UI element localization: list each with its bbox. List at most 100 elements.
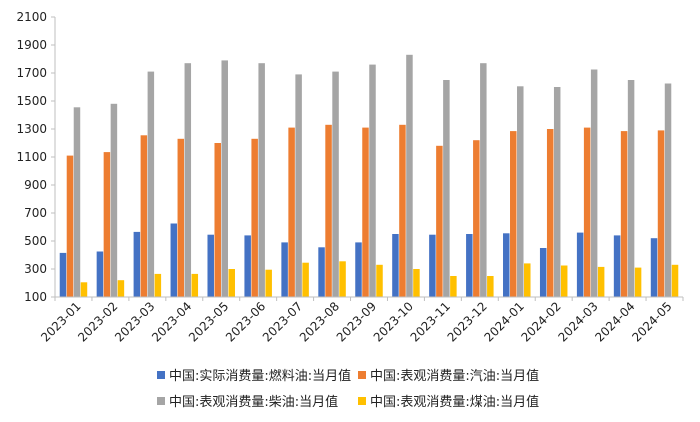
- y-tick-label: 500: [24, 234, 47, 248]
- bar-3: [443, 80, 450, 297]
- x-tick-label: 2024-04: [592, 299, 637, 344]
- bar-3: [295, 74, 302, 298]
- y-tick-label: 1300: [16, 122, 47, 136]
- bar-4: [265, 269, 272, 297]
- bar-2: [325, 124, 332, 297]
- bar-4: [671, 264, 679, 297]
- bar-2: [657, 130, 665, 297]
- bar-2: [140, 135, 148, 297]
- bar-2: [66, 155, 74, 297]
- legend-swatch: [157, 371, 165, 379]
- bar-3: [110, 103, 118, 297]
- bar-4: [117, 280, 125, 297]
- bar-2: [177, 138, 185, 297]
- bar-3: [590, 69, 598, 297]
- bar-1: [96, 251, 104, 297]
- legend-swatch: [358, 397, 366, 405]
- y-axis: 100 300 500 700 900 1100 1300 1500 1700 1900 2100: [16, 10, 56, 304]
- bar-3: [221, 60, 228, 298]
- y-tick-label: 1500: [16, 94, 47, 108]
- bar-1: [539, 248, 547, 297]
- bar-1: [244, 235, 251, 297]
- y-tick-label: 100: [24, 290, 47, 304]
- bar-4: [524, 263, 531, 297]
- x-tick-label: 2024-05: [629, 299, 674, 344]
- bar-4: [339, 261, 346, 297]
- bar-1: [355, 242, 362, 297]
- x-tick-label: 2024-02: [518, 299, 563, 344]
- bar-2: [251, 138, 258, 297]
- legend-label: 中国:表观消费量:汽油:当月值: [370, 368, 539, 384]
- bar-2: [583, 127, 591, 297]
- bar-1: [576, 232, 584, 297]
- bar-2: [103, 152, 111, 297]
- x-tick-label: 2024-01: [482, 299, 527, 344]
- bar-1: [170, 223, 178, 297]
- x-tick-label: 2023-03: [112, 299, 157, 344]
- bar-4: [80, 282, 88, 297]
- legend-label: 中国:表观消费量:柴油:当月值: [169, 394, 338, 410]
- bar-3: [73, 107, 81, 297]
- y-tick-label: 300: [24, 262, 47, 276]
- bar-4: [413, 269, 420, 297]
- bar-1: [466, 234, 473, 297]
- bar-2: [214, 143, 221, 297]
- bar-1: [318, 247, 325, 297]
- bar-4: [228, 269, 235, 297]
- legend: 中国:实际消费量:燃料油:当月值 中国:表观消费量:汽油:当月值中国:表观消费量:…: [157, 368, 539, 410]
- bar-2: [620, 131, 628, 297]
- x-tick-label: 2023-06: [223, 299, 268, 344]
- bar-4: [302, 262, 309, 297]
- x-tick-label: 2023-05: [186, 299, 231, 344]
- bar-3: [627, 80, 635, 297]
- bar-4: [376, 264, 383, 297]
- bar-3: [553, 87, 561, 297]
- bar-1: [133, 231, 141, 297]
- bar-1: [650, 238, 658, 297]
- x-tick-label: 2024-03: [555, 299, 600, 344]
- bars: [59, 54, 679, 298]
- bar-1: [429, 234, 436, 297]
- bar-4: [487, 276, 494, 297]
- y-tick-label: 1700: [16, 66, 47, 80]
- bar-2: [362, 127, 369, 297]
- bar-2: [473, 140, 480, 297]
- x-axis: 2023-012023-022023-032023-042023-052023-…: [38, 296, 684, 345]
- bar-1: [392, 234, 399, 297]
- bar-3: [147, 71, 155, 297]
- x-tick-label: 2023-08: [297, 299, 342, 344]
- legend-label: 中国:表观消费量:煤油:当月值: [370, 394, 539, 410]
- y-tick-label: 1900: [16, 38, 47, 52]
- bar-4: [191, 273, 199, 297]
- bar-2: [288, 127, 295, 297]
- bar-4: [450, 276, 457, 297]
- bar-2: [399, 124, 406, 297]
- bar-3: [480, 63, 487, 298]
- bar-3: [258, 63, 265, 298]
- y-tick-label: 2100: [16, 10, 47, 24]
- bar-3: [184, 63, 192, 298]
- y-tick-label: 1100: [16, 150, 47, 164]
- x-tick-label: 2023-11: [408, 299, 453, 344]
- bar-2: [436, 145, 443, 297]
- bar-3: [369, 64, 376, 297]
- bar-4: [154, 273, 162, 297]
- legend-swatch: [157, 397, 165, 405]
- x-tick-label: 2023-01: [38, 299, 83, 344]
- x-tick-label: 2023-04: [149, 299, 194, 344]
- x-tick-label: 2023-12: [445, 299, 490, 344]
- bar-1: [207, 234, 214, 297]
- bar-1: [503, 233, 510, 297]
- bar-3: [406, 54, 413, 297]
- x-tick-label: 2023-10: [371, 299, 416, 344]
- x-tick-label: 2023-02: [75, 299, 120, 344]
- bar-3: [664, 83, 672, 297]
- legend-label: 中国:实际消费量:燃料油:当月值: [169, 368, 351, 384]
- bar-4: [597, 266, 605, 297]
- x-tick-label: 2023-07: [260, 299, 305, 344]
- bar-3: [517, 86, 524, 297]
- bar-1: [281, 242, 288, 297]
- bar-2: [510, 131, 517, 297]
- bar-2: [546, 129, 554, 297]
- bar-4: [560, 265, 568, 297]
